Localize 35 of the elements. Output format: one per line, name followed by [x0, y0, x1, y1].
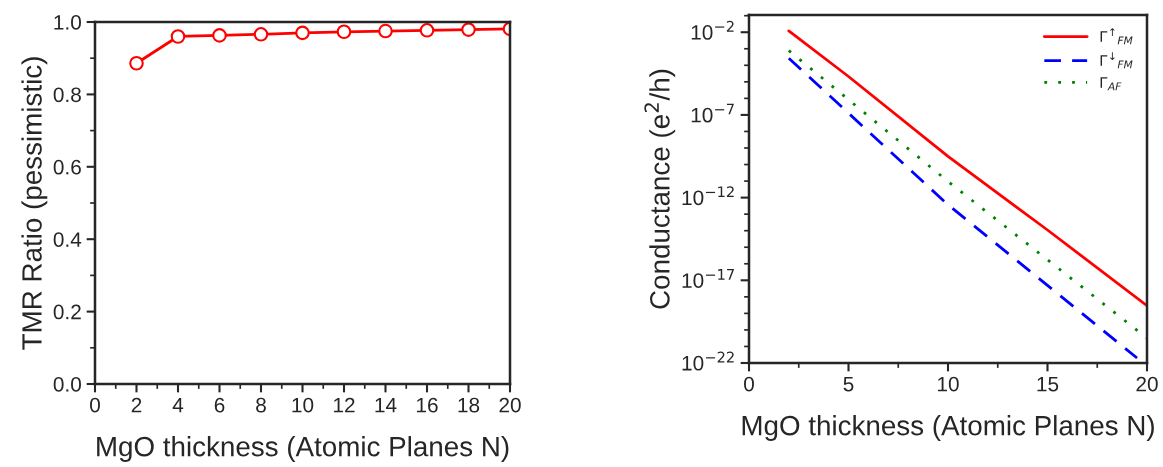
x-tick-label: 4	[172, 397, 184, 413]
x-tick-label: 0	[90, 397, 100, 413]
x-tick-label: 20	[499, 397, 521, 413]
legend-label: Γ$_{AF}$	[1100, 77, 1122, 91]
y-tick-label: 10$^{−17}$	[682, 269, 734, 288]
y-tick-label: 0.6	[53, 159, 81, 175]
x-tick-label: 14	[375, 397, 397, 413]
y-tick-label: 10$^{−12}$	[682, 186, 734, 206]
legend-label: Γ$^{↑}$$_{FM}$	[1100, 28, 1133, 45]
x-tick-label: 15	[1037, 376, 1059, 392]
y-tick-label: 10$^{−7}$	[691, 103, 734, 123]
x-tick-label: 16	[417, 397, 438, 413]
x-axis-title: MgO thickness (Atomic Planes N)	[742, 415, 1154, 441]
y-tick-label: 10$^{−22}$	[682, 351, 734, 371]
x-tick-label: 0	[744, 376, 754, 392]
y-axis-title: TMR Ratio (pessimistic)	[21, 57, 48, 350]
x-tick-label: 5	[843, 376, 854, 392]
x-axis-title: MgO thickness (Atomic Planes N)	[97, 436, 509, 462]
x-tick-label: 6	[214, 397, 225, 413]
y-tick-label: 1.0	[54, 15, 81, 30]
y-tick-label: 10$^{−2}$	[691, 20, 734, 40]
y-tick-label: 0.2	[53, 304, 81, 320]
x-tick-label: 12	[334, 397, 355, 413]
legend-label: Γ$^{↓}$$_{FM}$	[1100, 52, 1133, 69]
x-tick-label: 2	[131, 397, 142, 413]
line-series	[787, 29, 1147, 308]
y-tick-label: 0.0	[53, 377, 81, 392]
x-tick-label: 20	[1136, 376, 1158, 392]
y-tick-label: 0.4	[53, 232, 82, 247]
x-tick-label: 10	[938, 376, 959, 392]
x-tick-label: 18	[458, 397, 480, 413]
x-tick-label: 10	[292, 397, 314, 413]
y-axis-title: Conductance (e$^{2}$/h)	[644, 69, 676, 309]
y-tick-label: 0.8	[53, 87, 81, 103]
x-tick-label: 8	[256, 397, 266, 413]
